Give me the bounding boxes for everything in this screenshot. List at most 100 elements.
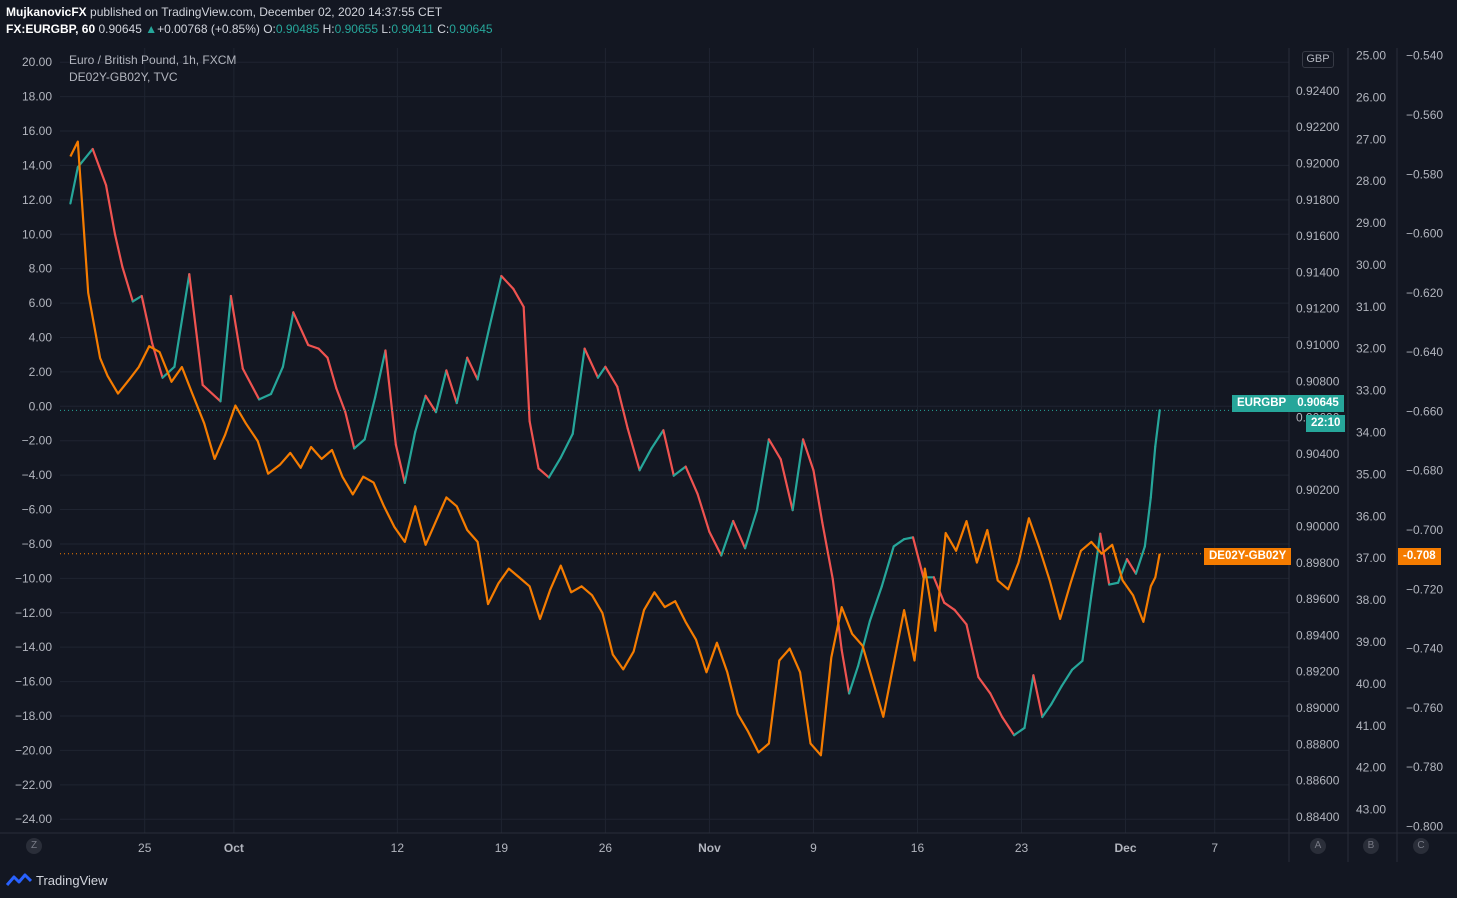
tradingview-logo-icon (6, 873, 32, 886)
eurgbp-segment (394, 443, 406, 485)
price-axis-tick: 0.89000 (1296, 701, 1340, 715)
spread-axis-tick: −0.720 (1406, 582, 1443, 596)
left-axis-tick: −18.00 (15, 709, 52, 723)
eurgbp-segment (384, 349, 397, 446)
price-axis-tick: 0.89400 (1296, 628, 1340, 642)
author-name[interactable]: MujkanovicFX (6, 5, 87, 19)
inverted-axis-tick: 28.00 (1356, 174, 1386, 188)
eurgbp-segment (292, 311, 310, 347)
eurgbp-segment (732, 519, 747, 550)
spread-axis-tick: −0.620 (1406, 286, 1443, 300)
x-tick-label: Dec (1115, 841, 1137, 855)
left-axis-tick: −24.00 (15, 812, 52, 826)
eurgbp-segment (281, 311, 295, 368)
eurgbp-segment (201, 383, 222, 403)
eurgbp-segment (219, 294, 233, 403)
tradingview-brand[interactable]: TradingView (6, 872, 108, 888)
spread-axis-tick: −0.760 (1406, 701, 1443, 715)
legend-main-series[interactable]: Euro / British Pound, 1h, FXCM (69, 53, 237, 67)
scale-button-z[interactable]: Z (26, 838, 42, 854)
price-axis-tick: 0.91600 (1296, 229, 1340, 243)
price-axis-tick: 0.90000 (1296, 519, 1340, 533)
left-axis-tick: 18.00 (22, 90, 52, 104)
x-tick-label: Oct (224, 841, 244, 855)
eurgbp-segment (720, 519, 735, 557)
inverted-axis-tick: 35.00 (1356, 467, 1386, 481)
price-axis-tick: 0.90200 (1296, 483, 1340, 497)
eurgbp-segment (528, 420, 540, 470)
high-label: H: (322, 22, 335, 36)
eurgbp-segment (779, 458, 794, 512)
eurgbp-segment (559, 432, 574, 459)
eurgbp-segment (1041, 703, 1053, 719)
symbol-label[interactable]: FX:EURGBP, 60 (6, 22, 96, 36)
eurgbp-segment (537, 467, 551, 479)
eurgbp-segment (684, 465, 699, 495)
legend-overlay-series[interactable]: DE02Y-GB02Y, TVC (69, 70, 178, 84)
eurgbp-badge-price: 0.90645 (1297, 397, 1339, 409)
eurgbp-segment (1090, 532, 1102, 597)
scale-button-b[interactable]: B (1363, 838, 1379, 854)
close-value: 0.90645 (449, 22, 493, 36)
eurgbp-segment (662, 429, 675, 477)
inverted-axis-tick: 41.00 (1356, 719, 1386, 733)
eurgbp-segment (840, 648, 851, 695)
eurgbp-segment (307, 343, 320, 350)
x-tick-label: 23 (1015, 841, 1029, 855)
price-axis-tick: 0.88800 (1296, 737, 1340, 751)
scale-button-c[interactable]: C (1413, 838, 1429, 854)
eurgbp-segment (1149, 445, 1157, 499)
spread-axis-tick: −0.580 (1406, 167, 1443, 181)
spread-axis-tick: −0.660 (1406, 404, 1443, 418)
left-axis-tick: −20.00 (15, 743, 52, 757)
change-value: +0.00768 (+0.85%) (157, 22, 260, 36)
inverted-axis-tick: 42.00 (1356, 761, 1386, 775)
inverted-axis-tick: 26.00 (1356, 90, 1386, 104)
inverted-axis-tick: 27.00 (1356, 132, 1386, 146)
eurgbp-segment (755, 438, 770, 512)
scale-button-a[interactable]: A (1310, 838, 1326, 854)
eurgbp-segment (965, 623, 980, 679)
eurgbp-segment (812, 469, 824, 524)
left-axis-tick: 10.00 (22, 227, 52, 241)
eurgbp-segment (91, 147, 108, 187)
eurgbp-segment (801, 438, 815, 472)
eurgbp-segment (953, 608, 968, 626)
eurgbp-segment (604, 365, 619, 388)
left-axis-tick: 20.00 (22, 55, 52, 69)
price-axis-tick: 0.91800 (1296, 193, 1340, 207)
eurgbp-segment (571, 347, 586, 436)
eurgbp-segment (1070, 659, 1084, 671)
spread-axis-tick: −0.680 (1406, 464, 1443, 478)
left-axis-tick: 2.00 (29, 365, 53, 379)
inverted-axis-tick: 37.00 (1356, 551, 1386, 565)
eurgbp-segment (1143, 496, 1152, 548)
spread-axis-tick: −0.700 (1406, 523, 1443, 537)
price-axis-tick: 0.92000 (1296, 157, 1340, 171)
price-axis-tick: 0.91000 (1296, 338, 1340, 352)
inverted-axis-tick: 25.00 (1356, 48, 1386, 62)
eurgbp-segment (856, 619, 872, 668)
x-tick-label: 9 (810, 841, 817, 855)
x-tick-label: 19 (495, 841, 509, 855)
open-value: 0.90485 (275, 22, 320, 36)
open-label: O: (263, 22, 276, 36)
eurgbp-segment (512, 287, 525, 308)
x-tick-label: 16 (911, 841, 925, 855)
price-axis-tick: 0.88400 (1296, 810, 1340, 824)
eurgbp-price-badge: EURGBP 0.90645 (1232, 395, 1344, 412)
inverted-axis-tick: 32.00 (1356, 342, 1386, 356)
eurgbp-segment (767, 438, 782, 461)
eurgbp-segment (140, 294, 154, 345)
eurgbp-segment (500, 274, 515, 290)
left-axis-tick: 16.00 (22, 124, 52, 138)
eurgbp-segment (466, 356, 479, 381)
eurgbp-segment (188, 273, 204, 387)
plot-area[interactable] (60, 140, 1289, 757)
left-axis-tick: −2.00 (22, 434, 53, 448)
eurgbp-segment (229, 294, 244, 370)
eurgbp-segment (1032, 674, 1044, 719)
eurgbp-badge-name: EURGBP (1237, 397, 1286, 409)
eurgbp-segment (344, 411, 356, 450)
